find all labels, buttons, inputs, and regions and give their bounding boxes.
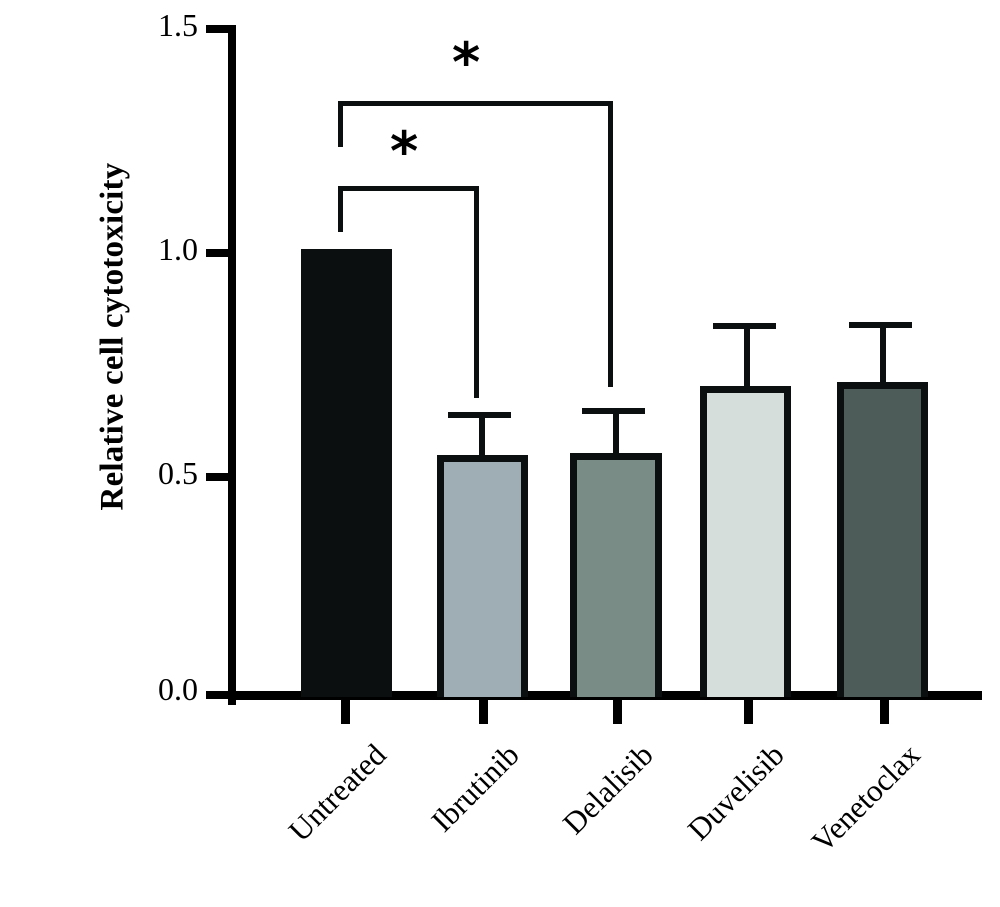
x-tick-ibrutinib	[479, 698, 488, 724]
sig-bracket-lower-right-arm	[474, 186, 479, 398]
bar-delalisib[interactable]	[570, 453, 662, 697]
y-tick-label-1-0: 1.0	[158, 231, 198, 267]
error-bar-cap-venetoclax	[849, 322, 912, 328]
error-bar-cap-ibrutinib	[448, 412, 511, 418]
error-bar-cap-duvelisib	[713, 323, 776, 329]
y-axis-line	[228, 25, 236, 705]
sig-bracket-upper-right-arm	[608, 101, 613, 387]
error-bar-line-duvelisib	[744, 326, 750, 390]
y-tick-1-5	[206, 25, 230, 33]
sig-bracket-upper-left-arm	[338, 101, 343, 147]
significance-asterisk-lower: *	[390, 120, 419, 183]
bar-untreated[interactable]	[301, 249, 392, 697]
y-tick-label-1-5: 1.5	[158, 7, 198, 43]
x-tick-venetoclax	[880, 698, 889, 724]
error-bar-line-delalisib	[613, 411, 619, 457]
x-tick-untreated	[341, 698, 350, 724]
sig-bracket-lower-top	[338, 186, 479, 191]
x-tick-delalisib	[613, 698, 622, 724]
y-tick-label-0-0: 0.0	[158, 671, 198, 707]
bar-venetoclax[interactable]	[837, 382, 928, 697]
y-tick-label-0-5: 0.5	[158, 455, 198, 491]
sig-bracket-lower-left-arm	[338, 186, 343, 232]
bar-ibrutinib[interactable]	[437, 455, 528, 697]
sig-bracket-upper-top	[338, 101, 613, 106]
x-tick-label-ibrutinib: Ibrutinib	[424, 737, 526, 839]
error-bar-cap-delalisib	[582, 408, 645, 414]
x-tick-label-untreated: Untreated	[281, 737, 393, 849]
error-bar-line-ibrutinib	[479, 415, 485, 459]
bar-duvelisib[interactable]	[700, 386, 791, 697]
y-tick-0-0	[206, 691, 230, 699]
significance-asterisk-upper: *	[452, 31, 481, 94]
x-tick-duvelisib	[744, 698, 753, 724]
y-tick-0-5	[206, 473, 230, 481]
error-bar-line-venetoclax	[880, 325, 886, 385]
y-tick-1-0	[206, 249, 230, 257]
